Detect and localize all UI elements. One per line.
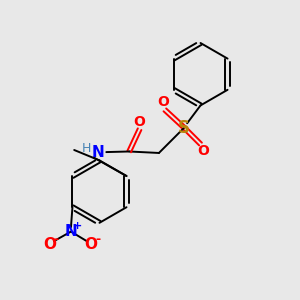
Text: N: N xyxy=(92,145,104,160)
Text: O: O xyxy=(158,95,169,110)
Text: O: O xyxy=(134,115,146,129)
Text: O: O xyxy=(85,237,98,252)
Text: N: N xyxy=(64,224,77,239)
Text: -: - xyxy=(53,233,59,246)
Text: -: - xyxy=(95,233,100,246)
Text: +: + xyxy=(73,221,82,231)
Text: O: O xyxy=(198,145,209,158)
Text: H: H xyxy=(82,142,92,155)
Text: S: S xyxy=(178,119,190,137)
Text: O: O xyxy=(43,237,56,252)
